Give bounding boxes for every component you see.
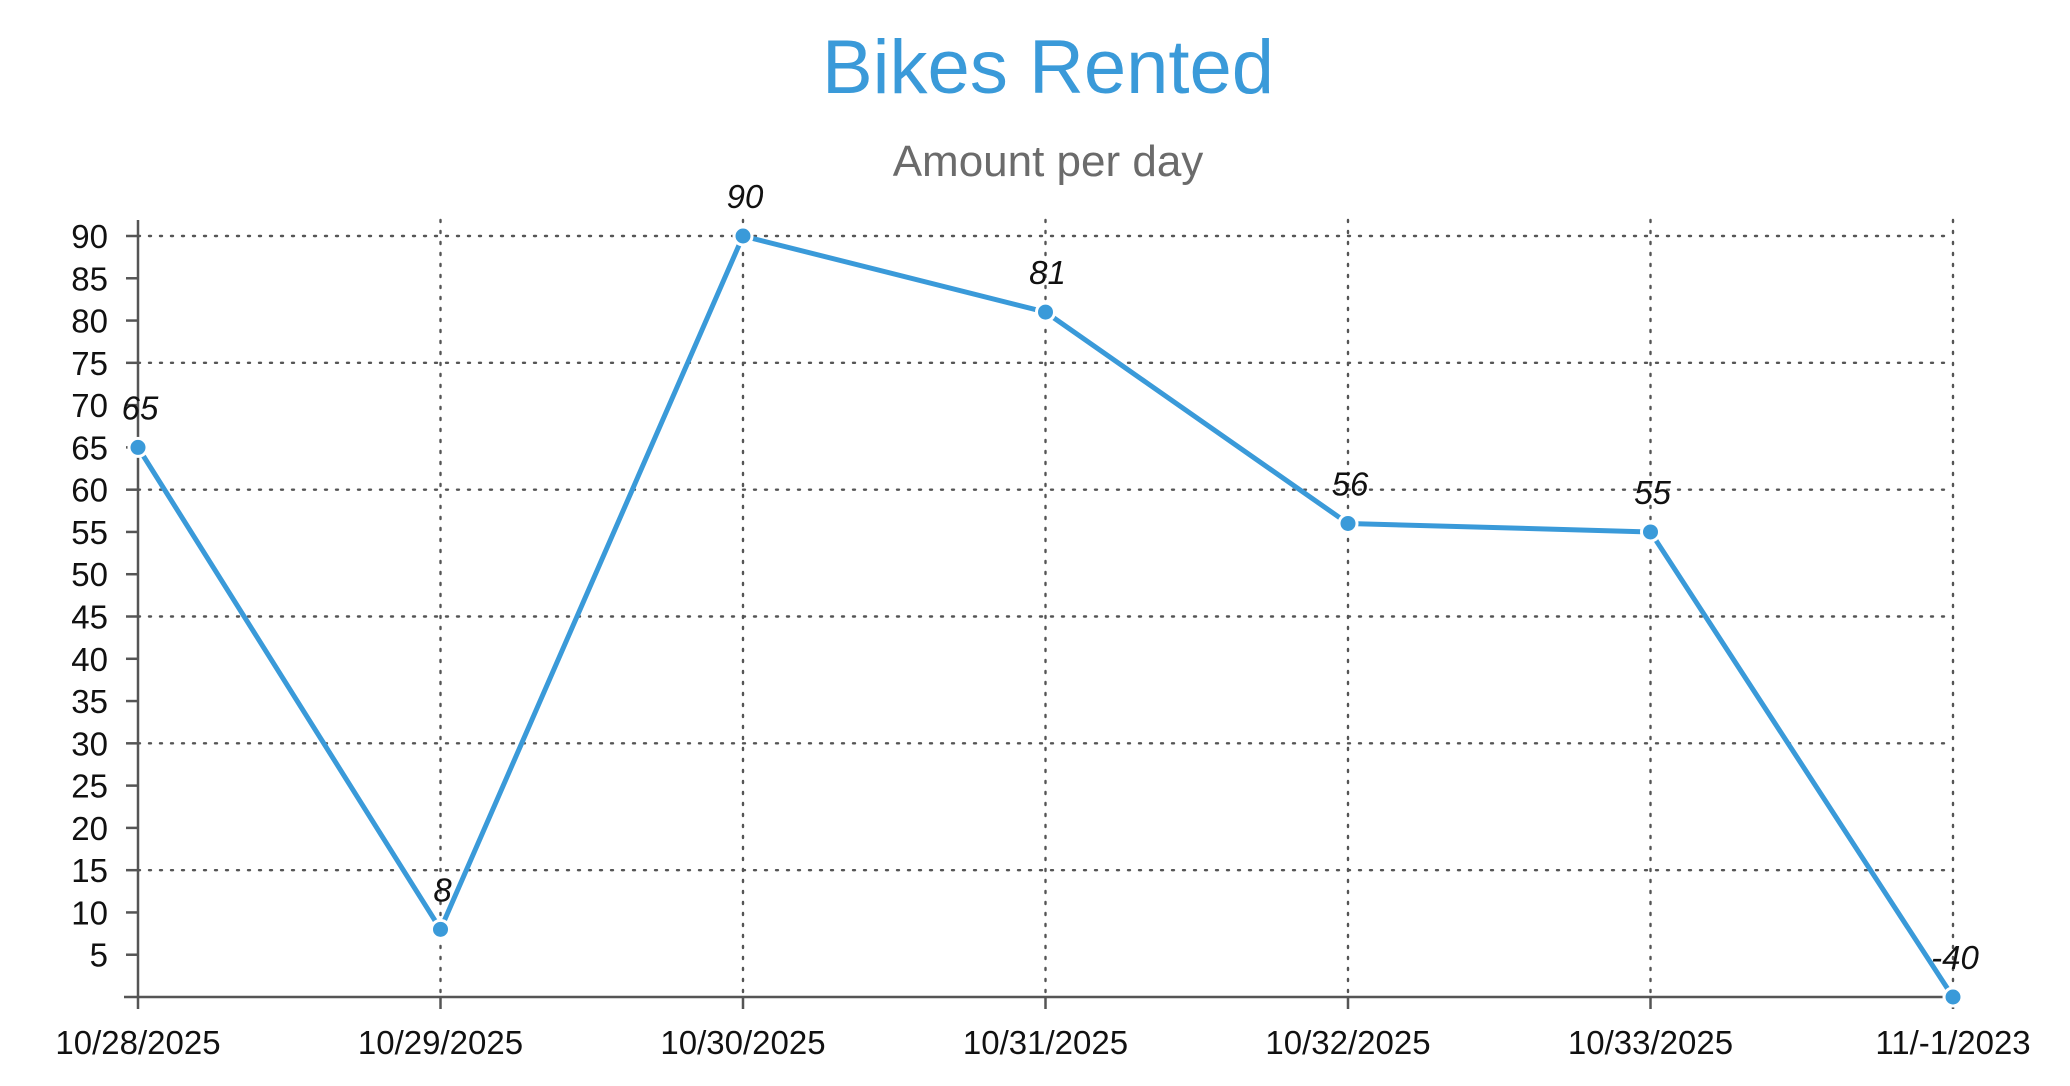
y-tick-label-15: 15 [71,852,108,889]
x-tick-label-0: 10/28/2025 [55,1024,220,1061]
y-tick-label-90: 90 [71,218,108,255]
y-tick-label-20: 20 [71,810,108,847]
x-axis-ticks: 10/28/2025 10/29/2025 10/30/2025 10/31/2025… [55,997,2031,1061]
y-tick-label-75: 75 [71,345,108,382]
y-tick-label-50: 50 [71,556,108,593]
y-tick-label-5: 5 [90,937,108,974]
y-tick-label-30: 30 [71,725,108,762]
data-point-0 [127,436,149,458]
x-tick-label-1: 10/29/2025 [358,1024,523,1061]
x-tick-label-6: 11/-1/2023 [1875,1024,2030,1061]
x-tick-label-4: 10/32/2025 [1265,1024,1430,1061]
y-axis-ticks: 5 10 15 20 25 30 35 40 45 50 55 60 65 70 75 80 85 90 [71,218,138,974]
data-point-1 [430,918,451,940]
y-tick-label-45: 45 [71,599,108,636]
y-tick-label-60: 60 [71,472,108,509]
data-label-5: 55 [1634,474,1671,511]
y-tick-label-55: 55 [71,514,108,551]
y-tick-label-25: 25 [71,768,108,805]
y-tick-label-65: 65 [71,429,108,466]
data-label-6: -40 [1931,939,1979,976]
y-tick-label-85: 85 [71,260,108,297]
data-point-5 [1640,521,1661,543]
data-label-3: 81 [1029,254,1066,291]
y-tick-label-10: 10 [71,894,108,931]
x-tick-label-2: 10/30/2025 [660,1024,825,1061]
data-label-0: 65 [122,389,159,426]
chart-subtitle: Amount per day [893,137,1204,186]
data-point-6 [1942,986,1964,1008]
axes [124,220,1953,999]
y-tick-label-80: 80 [71,303,108,340]
x-tick-label-5: 10/33/2025 [1568,1024,1733,1061]
data-label-1: 8 [433,871,452,908]
data-label-2: 90 [727,178,764,215]
y-tick-label-35: 35 [71,683,108,720]
data-point-2 [732,225,754,247]
data-labels: 65 8 90 81 56 55 -40 [122,178,1980,976]
x-tick-label-3: 10/31/2025 [963,1024,1128,1061]
data-points [127,225,1964,1008]
data-point-4 [1337,512,1359,534]
data-label-4: 56 [1332,465,1369,502]
chart-title: Bikes Rented [822,25,1274,110]
y-tick-label-40: 40 [71,641,108,678]
y-tick-label-70: 70 [71,387,108,424]
data-point-3 [1035,301,1056,323]
